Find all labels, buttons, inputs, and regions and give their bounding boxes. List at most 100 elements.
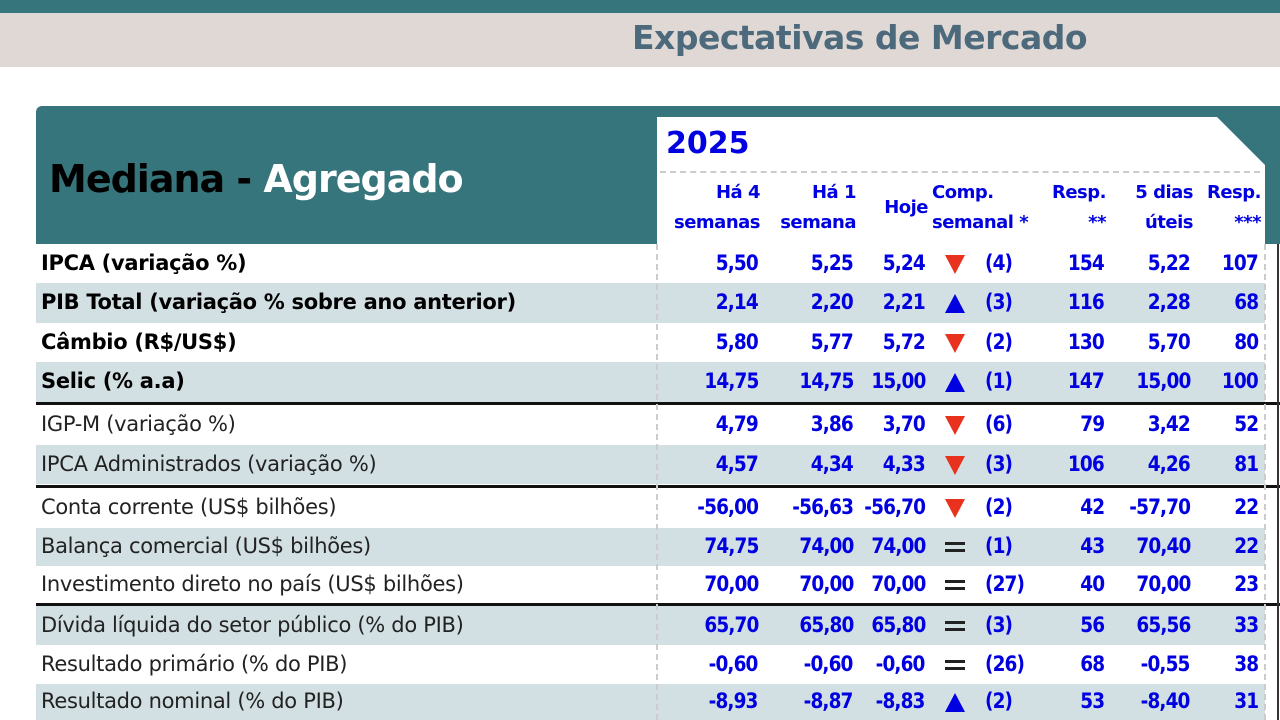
value-4-weeks-ago: 4,57 (715, 451, 759, 476)
respondents-5-days: 107 (1222, 250, 1259, 275)
value-today: 5,24 (882, 250, 926, 275)
column-header-line1: Há 4 (715, 182, 761, 203)
value-4-weeks-ago: 4,79 (715, 411, 759, 436)
value-4-weeks-ago: 2,14 (715, 290, 759, 314)
column-header-line2: semanal * (932, 212, 1029, 233)
value-4-weeks-ago: -0,60 (709, 651, 759, 676)
weekly-comparison: (3) (985, 451, 1013, 476)
section-separator (36, 402, 1280, 405)
table-row[interactable]: Dívida líquida do setor público (% do PI… (36, 606, 1265, 645)
table-row[interactable]: Conta corrente (US$ bilhões) -56,00 -56,63… (36, 488, 1265, 528)
column-header-line1: Resp. (1206, 182, 1262, 203)
trend-down-icon (945, 455, 965, 475)
divider (1264, 244, 1266, 720)
value-4-weeks-ago: 14,75 (703, 369, 759, 393)
row-label: IGP-M (variação %) (41, 411, 236, 436)
column-header-line2: semanas (674, 212, 761, 233)
respondents-5-days: 68 (1234, 290, 1259, 314)
value-1-week-ago: 74,00 (798, 534, 854, 558)
value-5-days: -0,55 (1141, 651, 1191, 676)
table-row[interactable]: PIB Total (variação % sobre ano anterior… (36, 283, 1265, 323)
respondents: 56 (1080, 612, 1105, 637)
value-1-week-ago: 2,20 (810, 290, 854, 314)
table-row[interactable]: Câmbio (R$/US$) 5,80 5,77 5,72 (2) 130 5,70 80 (36, 323, 1265, 362)
table-row[interactable]: Investimento direto no país (US$ bilhões… (36, 566, 1265, 603)
respondents-5-days: 38 (1234, 651, 1259, 676)
value-4-weeks-ago: 70,00 (703, 571, 759, 596)
value-today: 4,33 (882, 451, 926, 476)
trend-up-icon (945, 693, 965, 712)
value-5-days: 2,28 (1147, 290, 1191, 314)
trend-down-icon (945, 499, 965, 518)
respondents-5-days: 52 (1234, 411, 1259, 436)
value-5-days: -8,40 (1141, 689, 1191, 713)
respondents: 68 (1080, 651, 1105, 676)
weekly-comparison: (1) (985, 369, 1013, 393)
respondents-5-days: 80 (1234, 329, 1259, 354)
row-label: Câmbio (R$/US$) (41, 329, 237, 354)
value-4-weeks-ago: -56,00 (697, 495, 759, 519)
column-header: Há 4 semanas (674, 178, 761, 238)
value-1-week-ago: -8,87 (804, 689, 854, 713)
value-today: -0,60 (876, 651, 926, 676)
value-4-weeks-ago: 65,70 (703, 612, 759, 637)
row-label: PIB Total (variação % sobre ano anterior… (41, 290, 516, 314)
trend-equal-icon (945, 659, 965, 670)
column-header: Comp. semanal * (932, 178, 1029, 238)
weekly-comparison: (2) (985, 329, 1013, 354)
column-header-line2: *** (1234, 212, 1261, 233)
weekly-comparison: (6) (985, 411, 1013, 436)
trend-down-icon (945, 254, 965, 274)
weekly-comparison: (27) (985, 571, 1025, 596)
weekly-comparison: (1) (985, 534, 1013, 558)
value-today: 70,00 (870, 571, 926, 596)
respondents: 147 (1068, 369, 1105, 393)
value-5-days: 5,22 (1147, 250, 1191, 275)
respondents-5-days: 31 (1234, 689, 1259, 713)
value-today: 15,00 (870, 369, 926, 393)
row-label: Resultado primário (% do PIB) (41, 651, 348, 676)
year-panel (657, 117, 1265, 244)
respondents: 40 (1080, 571, 1105, 596)
value-today: 65,80 (870, 612, 926, 637)
table-row[interactable]: Resultado primário (% do PIB) -0,60 -0,60 -… (36, 645, 1265, 684)
trend-equal-icon (945, 620, 965, 631)
value-1-week-ago: 70,00 (798, 571, 854, 596)
column-header-line1: 5 dias (1135, 182, 1193, 203)
respondents: 53 (1080, 689, 1105, 713)
table-row[interactable]: Selic (% a.a) 14,75 14,75 15,00 (1) 147 15,00 1… (36, 362, 1265, 402)
respondents-5-days: 100 (1222, 369, 1259, 393)
trend-equal-icon (945, 579, 965, 590)
table-row[interactable]: Resultado nominal (% do PIB) -8,93 -8,87 -8… (36, 684, 1265, 720)
row-label: Selic (% a.a) (41, 369, 185, 393)
weekly-comparison: (4) (985, 250, 1013, 275)
value-1-week-ago: 5,77 (810, 329, 854, 354)
value-today: -8,83 (876, 689, 926, 713)
column-header: Resp. ** (1052, 178, 1107, 238)
value-4-weeks-ago: -8,93 (709, 689, 759, 713)
column-header-line2: semana (780, 212, 856, 233)
trend-down-icon (945, 333, 965, 353)
value-1-week-ago: 4,34 (810, 451, 854, 476)
table-row[interactable]: IPCA Administrados (variação %) 4,57 4,34 4… (36, 445, 1265, 484)
row-label: Investimento direto no país (US$ bilhões… (41, 571, 464, 596)
divider (660, 171, 1260, 173)
table-row[interactable]: IGP-M (variação %) 4,79 3,86 3,70 (6) 79 3,42 5… (36, 404, 1265, 445)
respondents-5-days: 22 (1234, 495, 1259, 519)
section-separator (36, 603, 1280, 606)
table-row[interactable]: Balança comercial (US$ bilhões) 74,75 74,0… (36, 528, 1265, 566)
value-4-weeks-ago: 5,50 (715, 250, 759, 275)
weekly-comparison: (2) (985, 689, 1013, 713)
row-label: IPCA Administrados (variação %) (41, 451, 377, 476)
column-header: Há 1 semana (780, 178, 856, 238)
weekly-comparison: (3) (985, 290, 1013, 314)
respondents: 116 (1068, 290, 1105, 314)
value-5-days: 3,42 (1147, 411, 1191, 436)
value-1-week-ago: 3,86 (810, 411, 854, 436)
trend-down-icon (945, 415, 965, 435)
column-header-line1: Há 1 (811, 182, 857, 203)
row-label: Balança comercial (US$ bilhões) (41, 534, 371, 558)
table-row[interactable]: IPCA (variação %) 5,50 5,25 5,24 (4) 154 5,22 1… (36, 244, 1265, 283)
trend-up-icon (945, 373, 965, 392)
value-today: -56,70 (864, 495, 926, 519)
